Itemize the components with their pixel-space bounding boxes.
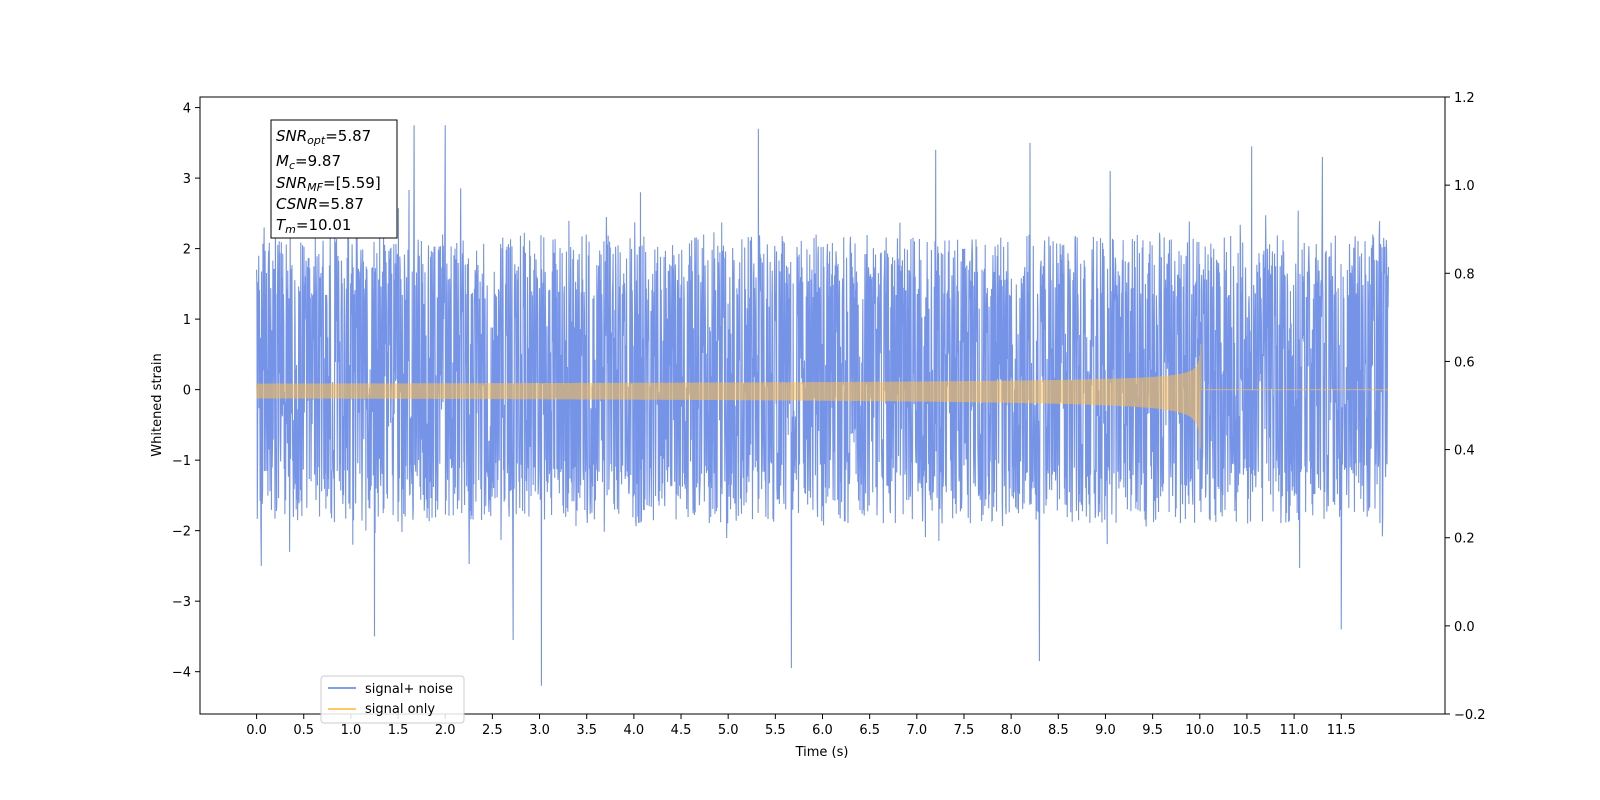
x-tick-label-9: 4.5 xyxy=(671,723,692,738)
x-axis-label: Time (s) xyxy=(795,745,849,760)
y-tick-label-0: 4 xyxy=(183,102,191,117)
x-tick-label-5: 2.5 xyxy=(482,723,503,738)
x-tick-label-15: 7.5 xyxy=(954,723,975,738)
x-tick-label-1: 0.5 xyxy=(293,723,314,738)
x-tick-label-22: 11.0 xyxy=(1280,723,1309,738)
x-tick-label-19: 9.5 xyxy=(1142,723,1163,738)
y-axis-label: Whitened strain xyxy=(150,353,165,456)
plot-area xyxy=(255,125,1389,686)
legend: signal+ noise signal only xyxy=(320,675,465,724)
y-tick-label-7: −3 xyxy=(172,595,191,610)
legend-label-signal-noise: signal+ noise xyxy=(365,682,453,697)
x-tick-label-3: 1.5 xyxy=(388,723,409,738)
x-tick-label-14: 7.0 xyxy=(906,723,927,738)
annotation-csnr: CSNR=5.87 xyxy=(276,195,364,213)
y-tick-label-5: −1 xyxy=(172,454,191,469)
legend-label-signal-only: signal only xyxy=(365,702,435,717)
y2-tick-label-0: 1.2 xyxy=(1454,91,1475,106)
x-tick-label-11: 5.5 xyxy=(765,723,786,738)
y-tick-label-8: −4 xyxy=(172,666,191,681)
y-tick-label-6: −2 xyxy=(172,525,191,540)
annotation-tm: Tm=10.01 xyxy=(276,216,351,236)
x-tick-label-2: 1.0 xyxy=(341,723,362,738)
y2-tick-label-7: −0.2 xyxy=(1454,708,1486,723)
annotation-snr-mf: SNRMF=[5.59] xyxy=(276,174,381,194)
x-tick-label-16: 8.0 xyxy=(1001,723,1022,738)
y2-tick-label-3: 0.6 xyxy=(1454,355,1475,370)
x-tick-label-12: 6.0 xyxy=(812,723,833,738)
y-tick-label-2: 2 xyxy=(183,243,191,258)
y2-tick-label-2: 0.8 xyxy=(1454,267,1475,282)
x-axis: 0.0 0.5 1.0 1.5 2.0 2.5 3.0 3.5 4.0 4.5 5.0 5.5 6.0 6… xyxy=(246,714,1356,738)
y-tick-label-1: 3 xyxy=(183,172,191,187)
x-tick-label-13: 6.5 xyxy=(859,723,880,738)
x-tick-label-6: 3.0 xyxy=(529,723,550,738)
annotation-snr-opt: SNRopt=5.87 xyxy=(276,127,371,147)
annotation-box: SNRopt=5.87 Mc=9.87 SNRMF=[5.59] CSNR=5.… xyxy=(270,119,398,239)
series-signal-only xyxy=(255,343,1389,449)
x-tick-label-4: 2.0 xyxy=(435,723,456,738)
x-tick-label-10: 5.0 xyxy=(718,723,739,738)
x-tick-label-21: 10.5 xyxy=(1232,723,1261,738)
y2-tick-label-1: 1.0 xyxy=(1454,179,1475,194)
x-tick-label-0: 0.0 xyxy=(246,723,267,738)
y-axis: 4 3 2 1 0 −1 −2 −3 −4 xyxy=(172,102,200,681)
series-signal-noise xyxy=(256,125,1389,686)
x-tick-label-8: 4.0 xyxy=(624,723,645,738)
x-tick-label-23: 11.5 xyxy=(1327,723,1356,738)
x-tick-label-18: 9.0 xyxy=(1095,723,1116,738)
annotation-mc: Mc=9.87 xyxy=(276,152,341,172)
y2-axis: 1.2 1.0 0.8 0.6 0.4 0.2 0.0 −0.2 xyxy=(1445,91,1486,723)
y2-tick-label-5: 0.2 xyxy=(1454,532,1475,547)
y2-tick-label-6: 0.0 xyxy=(1454,620,1475,635)
x-tick-label-7: 3.5 xyxy=(576,723,597,738)
x-tick-label-17: 8.5 xyxy=(1048,723,1069,738)
x-tick-label-20: 10.0 xyxy=(1185,723,1214,738)
y-tick-label-4: 0 xyxy=(183,384,191,399)
y2-tick-label-4: 0.4 xyxy=(1454,444,1475,459)
y-tick-label-3: 1 xyxy=(183,313,191,328)
